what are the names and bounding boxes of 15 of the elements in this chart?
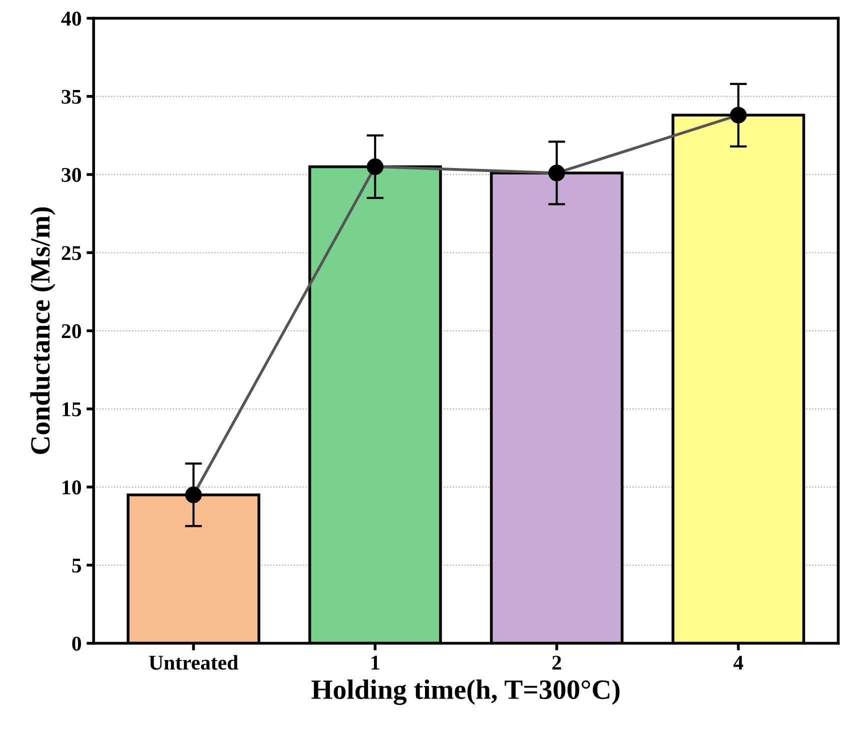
y-tick-label: 15 [62,402,82,416]
y-tick-label: 10 [62,480,82,494]
x-tick-label: 4 [733,656,744,670]
x-axis-title: Holding time(h, T=300°C) [312,680,620,705]
x-tick-label: Untreated [149,655,238,670]
y-tick-label: 35 [62,90,82,104]
y-tick-label: 30 [62,168,82,182]
y-tick-label: 40 [61,12,82,26]
x-tick-label: 1 [372,656,380,670]
y-tick-label: 5 [72,558,82,573]
y-tick-label: 25 [62,246,82,260]
y-axis-title: Conductance (Ms/m) [30,207,56,454]
y-tick-label: 20 [62,324,82,338]
y-tick-label: 0 [72,636,82,651]
x-tick-label: 2 [552,656,562,670]
